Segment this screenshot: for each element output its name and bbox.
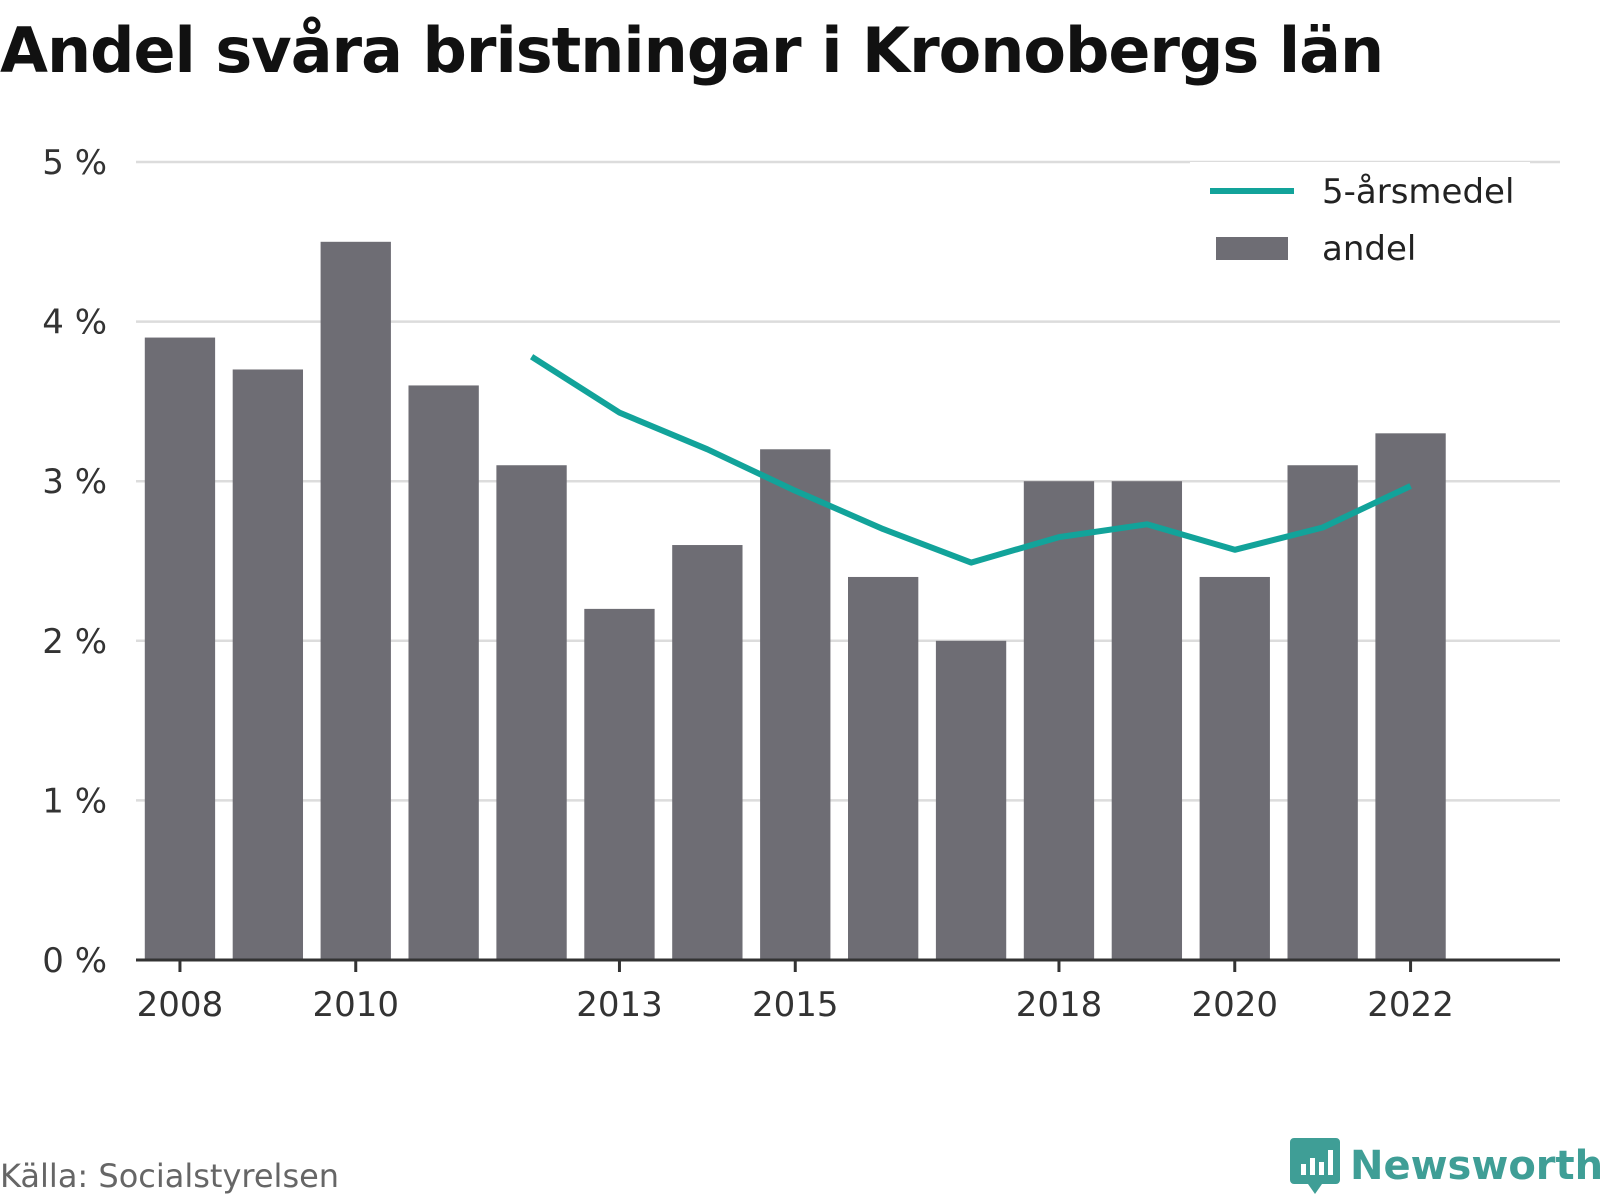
y-tick-label: 2 % <box>42 622 107 662</box>
bar-series <box>144 241 1446 961</box>
bar <box>848 576 919 960</box>
source-note: Källa: Socialstyrelsen <box>0 1157 340 1195</box>
bar <box>1375 433 1446 960</box>
line-series <box>529 354 1412 566</box>
bar <box>584 608 655 960</box>
x-tick-label: 2013 <box>576 985 663 1025</box>
bar <box>760 449 831 960</box>
x-tick-label: 2020 <box>1191 985 1278 1025</box>
legend-label-bar: andel <box>1322 229 1416 269</box>
x-tick-label: 2022 <box>1367 985 1454 1025</box>
x-tick-label: 2008 <box>137 985 224 1025</box>
x-axis: 2008 2010 2013 2015 2018 2020 2022 <box>136 958 1560 1025</box>
bar <box>144 337 216 960</box>
bar <box>408 385 479 960</box>
chart: 0 %1 %2 %3 %4 %5 % 2008 2010 2013 2015 2018 2… <box>42 143 1560 1025</box>
bar <box>672 545 743 960</box>
bar <box>232 369 304 961</box>
bar <box>1287 465 1358 960</box>
y-axis-ticks: 0 % 1 % 2 % 3 % 4 % 5 % <box>42 143 107 981</box>
x-tick-label: 2010 <box>312 985 399 1025</box>
y-tick-label: 0 % <box>42 941 107 981</box>
brand-logo[interactable]: Newsworthy <box>1290 1136 1600 1196</box>
y-tick-label: 1 % <box>42 781 107 821</box>
bar <box>496 465 567 960</box>
legend: 5-årsmedel andel <box>1190 162 1530 277</box>
y-tick-label: 3 % <box>42 462 107 502</box>
bar <box>320 241 391 961</box>
y-tick-label: 5 % <box>42 143 107 183</box>
legend-bar-swatch <box>1216 237 1288 260</box>
legend-label-line: 5-årsmedel <box>1322 172 1514 212</box>
x-tick-label: 2015 <box>752 985 839 1025</box>
bar <box>935 640 1007 960</box>
bar <box>1199 576 1270 960</box>
bar <box>1023 481 1095 960</box>
newsworthy-logo-icon <box>1290 1138 1340 1194</box>
chart-title: Andel svåra bristningar i Kronobergs län <box>0 14 1384 87</box>
bar <box>1111 481 1183 960</box>
line-5-arsmedel <box>529 354 1412 566</box>
y-tick-label: 4 % <box>42 303 107 343</box>
brand-name: Newsworthy <box>1350 1143 1600 1189</box>
x-tick-label: 2018 <box>1016 985 1103 1025</box>
